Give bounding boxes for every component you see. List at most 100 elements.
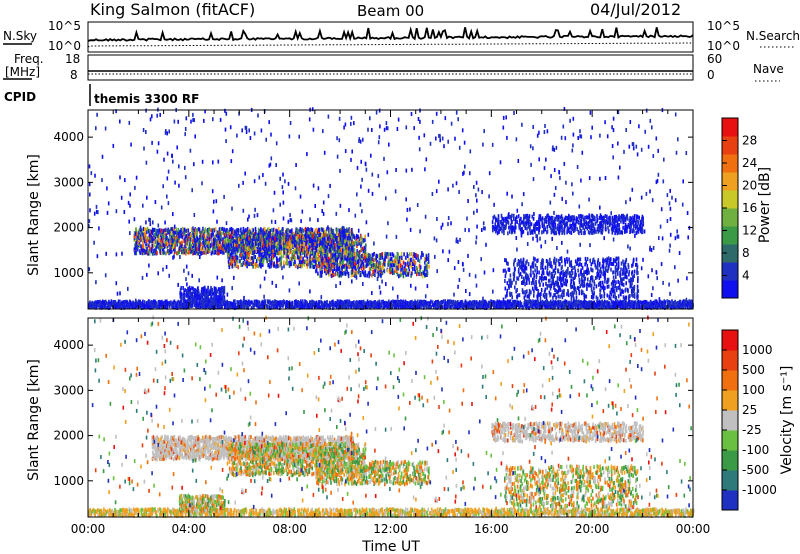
data-cell bbox=[331, 239, 333, 244]
data-cell bbox=[230, 226, 233, 231]
data-cell bbox=[174, 241, 177, 246]
data-cell bbox=[451, 303, 453, 308]
data-cell bbox=[93, 301, 96, 306]
data-cell bbox=[211, 243, 214, 248]
data-cell bbox=[286, 236, 288, 241]
data-cell bbox=[229, 261, 232, 266]
data-cell bbox=[151, 305, 154, 310]
data-cell bbox=[349, 233, 351, 238]
data-cell bbox=[325, 231, 327, 236]
data-cell bbox=[244, 239, 247, 244]
data-cell bbox=[193, 248, 195, 253]
data-cell bbox=[227, 240, 229, 244]
data-cell bbox=[155, 228, 157, 233]
data-cell bbox=[213, 228, 216, 233]
data-cell bbox=[650, 305, 653, 310]
data-cell bbox=[271, 249, 273, 254]
data-cell bbox=[571, 305, 574, 309]
data-cell bbox=[525, 305, 528, 310]
data-cell bbox=[494, 300, 496, 305]
data-cell bbox=[462, 305, 465, 310]
station-title: King Salmon (fitACF) bbox=[90, 0, 255, 19]
data-cell bbox=[229, 227, 231, 232]
data-cell bbox=[147, 229, 150, 234]
data-cell bbox=[631, 302, 633, 307]
data-cell bbox=[95, 304, 98, 309]
data-cell bbox=[304, 226, 307, 231]
data-cell bbox=[188, 285, 191, 290]
data-cell bbox=[222, 229, 225, 234]
data-cell bbox=[251, 239, 253, 244]
data-cell bbox=[298, 305, 301, 310]
data-cell bbox=[141, 239, 144, 244]
data-cell bbox=[446, 304, 449, 309]
data-cell bbox=[264, 240, 266, 245]
data-cell bbox=[358, 236, 361, 241]
data-cell bbox=[472, 300, 475, 305]
data-cell bbox=[289, 242, 291, 247]
data-cell bbox=[141, 234, 144, 239]
data-cell bbox=[265, 237, 268, 242]
data-cell bbox=[600, 300, 603, 305]
data-cell bbox=[162, 247, 165, 252]
data-cell bbox=[517, 300, 519, 305]
data-cell bbox=[164, 242, 167, 247]
data-cell bbox=[243, 304, 246, 309]
data-cell bbox=[228, 301, 231, 306]
data-cell bbox=[226, 251, 229, 256]
data-cell bbox=[97, 299, 99, 304]
data-cell bbox=[327, 234, 330, 239]
data-cell bbox=[248, 230, 251, 235]
data-cell bbox=[180, 285, 182, 290]
data-cell bbox=[290, 249, 293, 254]
data-cell bbox=[318, 246, 321, 250]
data-cell bbox=[184, 288, 186, 293]
data-cell bbox=[348, 237, 351, 242]
data-cell bbox=[276, 257, 278, 262]
data-cell bbox=[432, 303, 435, 307]
data-cell bbox=[154, 235, 157, 240]
data-cell bbox=[611, 300, 613, 305]
data-cell bbox=[151, 236, 154, 241]
data-cell bbox=[671, 299, 673, 304]
data-cell bbox=[318, 243, 320, 248]
data-cell bbox=[238, 237, 241, 242]
data-cell bbox=[539, 303, 541, 308]
data-cell bbox=[206, 243, 208, 248]
data-cell bbox=[153, 299, 155, 304]
data-cell bbox=[232, 304, 235, 309]
data-cell bbox=[334, 247, 336, 252]
data-cell bbox=[270, 264, 272, 269]
data-cell bbox=[504, 305, 507, 310]
data-cell bbox=[249, 248, 252, 253]
data-cell bbox=[234, 299, 236, 304]
data-cell bbox=[287, 255, 290, 260]
data-cell bbox=[228, 265, 231, 270]
data-cell bbox=[339, 234, 342, 239]
data-cell bbox=[262, 255, 264, 260]
data-cell bbox=[348, 227, 350, 232]
data-cell bbox=[289, 249, 291, 254]
data-cell bbox=[211, 289, 214, 293]
data-cell bbox=[412, 305, 414, 310]
data-cell bbox=[322, 302, 324, 307]
data-cell bbox=[107, 305, 109, 310]
data-cell bbox=[355, 270, 357, 275]
data-cell bbox=[469, 300, 472, 305]
data-cell bbox=[272, 235, 274, 240]
data-cell bbox=[363, 302, 366, 307]
data-cell bbox=[169, 250, 172, 255]
data-cell bbox=[282, 260, 285, 265]
data-cell bbox=[407, 257, 410, 262]
data-cell bbox=[254, 255, 257, 259]
data-cell bbox=[143, 303, 146, 308]
data-cell bbox=[221, 244, 224, 249]
data-cell bbox=[213, 243, 216, 248]
data-cell bbox=[486, 305, 488, 310]
data-cell bbox=[297, 228, 300, 233]
data-cell bbox=[283, 300, 286, 305]
data-cell bbox=[461, 300, 464, 305]
data-cell bbox=[347, 228, 349, 233]
data-cell bbox=[581, 304, 584, 308]
data-cell bbox=[289, 229, 291, 234]
